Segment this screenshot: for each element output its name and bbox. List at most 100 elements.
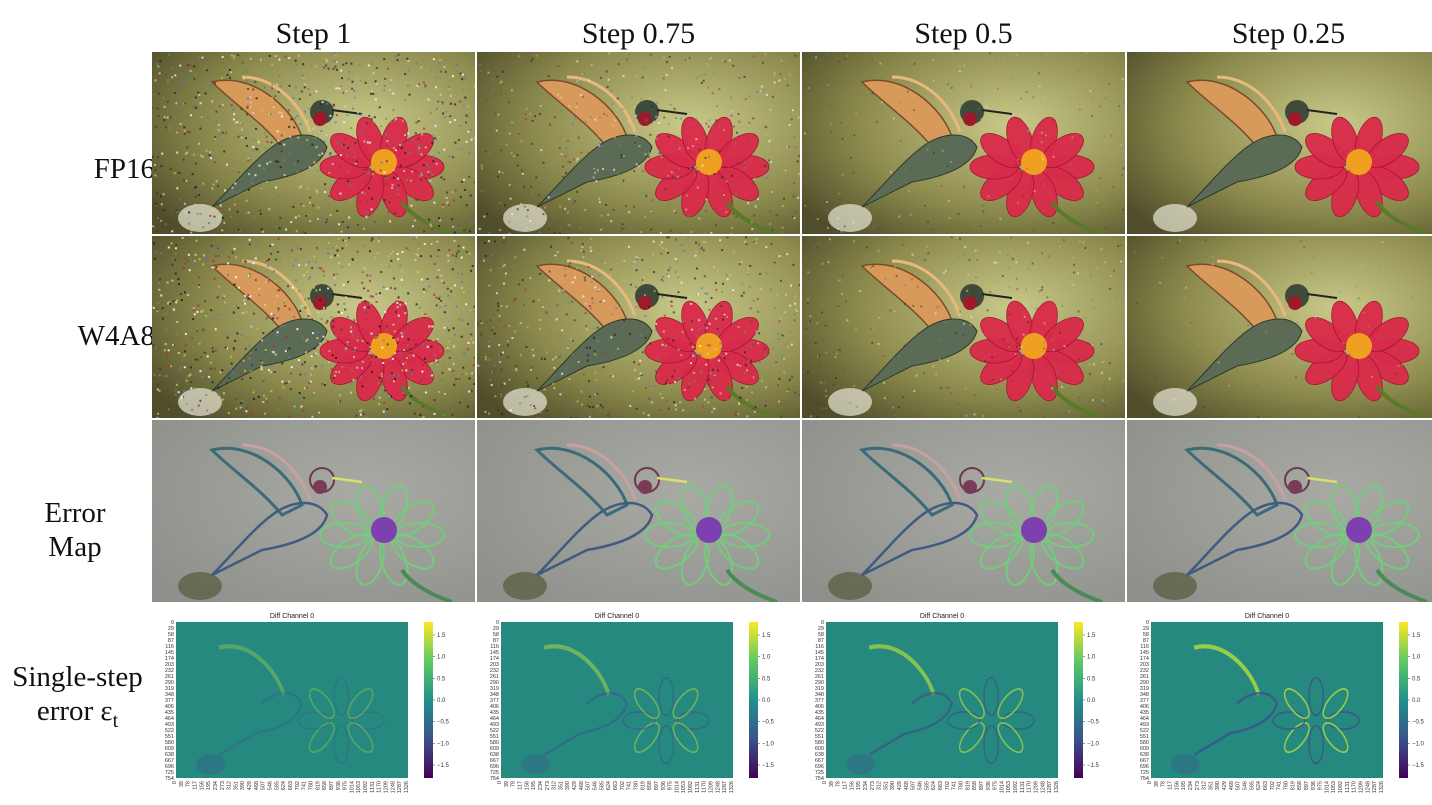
y-tick-label: 522 (815, 728, 824, 734)
x-tick-label: 1326 (729, 781, 735, 793)
colorbar-tick-label: 1.5 (437, 633, 446, 639)
y-tick-label: 551 (165, 734, 174, 740)
x-tick-label: 195 (531, 781, 537, 790)
colorbar (1074, 622, 1083, 778)
hummingbird-image (1127, 236, 1432, 418)
y-tick-label: 580 (815, 740, 824, 746)
x-tick-label: 390 (240, 781, 246, 790)
y-tick-label: 667 (490, 758, 499, 764)
x-tick-label: 351 (233, 781, 239, 790)
x-tick-label: 546 (918, 781, 924, 790)
heatmap-title: Diff Channel 0 (920, 613, 964, 620)
x-tick-label: 273 (220, 781, 226, 790)
x-tick-label: 819 (315, 781, 321, 790)
hummingbird-image (802, 420, 1125, 602)
y-tick-label: 232 (815, 668, 824, 674)
x-tick-label: 1170 (377, 781, 383, 793)
x-tick-label: 975 (668, 781, 674, 790)
x-tick-label: 351 (1208, 781, 1214, 790)
colorbar-tick-label: 0.0 (1087, 698, 1096, 704)
y-tick-label: 87 (493, 638, 499, 644)
x-tick-label: 858 (647, 781, 653, 790)
y-tick-label: 145 (1140, 650, 1149, 656)
column-header-step-1: Step 1 (275, 17, 352, 50)
tile-fp16-col2 (477, 52, 800, 234)
x-tick-label: 117 (1167, 781, 1173, 790)
y-tick-label: 29 (1143, 626, 1149, 632)
y-tick-label: 232 (1140, 668, 1149, 674)
x-tick-label: 585 (599, 781, 605, 790)
x-tick-label: 585 (274, 781, 280, 790)
x-tick-label: 585 (1249, 781, 1255, 790)
x-tick-label: 1092 (688, 781, 694, 793)
x-tick-label: 0 (1147, 781, 1153, 784)
tile-error-map-col1 (152, 420, 475, 602)
x-tick-label: 312 (877, 781, 883, 790)
y-tick-label: 29 (493, 626, 499, 632)
y-tick-label: 493 (1140, 722, 1149, 728)
x-tick-label: 156 (849, 781, 855, 790)
x-tick-label: 1248 (1040, 781, 1046, 793)
y-tick-label: 116 (1140, 644, 1149, 650)
row-label-fp16: FP16 (93, 153, 155, 185)
y-tick-label: 232 (165, 668, 174, 674)
y-tick-label: 116 (165, 644, 174, 650)
heatmap-svg: Diff Channel 002958871161451742032322612… (1140, 613, 1425, 793)
colorbar-tick-label: 1.0 (762, 655, 771, 661)
hummingbird-image (477, 420, 800, 602)
y-tick-label: 203 (165, 662, 174, 668)
y-tick-label: 116 (815, 644, 824, 650)
x-tick-label: 390 (565, 781, 571, 790)
x-tick-label: 1092 (1013, 781, 1019, 793)
x-tick-label: 117 (517, 781, 523, 790)
row-label-error-map-line2: Map (48, 531, 102, 563)
colorbar-tick-label: −1.5 (1087, 763, 1100, 769)
heatmap-feature-overlay (1171, 644, 1361, 775)
x-tick-label: 1287 (722, 781, 728, 793)
colorbar-tick-label: 1.0 (1412, 655, 1421, 661)
colorbar-tick-label: −1.0 (1412, 741, 1425, 747)
x-tick-label: 780 (1283, 781, 1289, 790)
y-tick-label: 58 (168, 632, 174, 638)
heatmap-feature-overlay (521, 644, 711, 775)
row-label-w4a8: W4A8 (77, 320, 155, 352)
x-tick-label: 78 (836, 781, 842, 787)
heatmap-title: Diff Channel 0 (1245, 613, 1289, 620)
heatmap-svg: Diff Channel 002958871161451742032322612… (490, 613, 775, 793)
x-tick-label: 819 (1290, 781, 1296, 790)
x-tick-label: 1326 (1379, 781, 1385, 793)
heatmap-col2: Diff Channel 0 0 29 58 87 116 145 174 203 232 261 2… (477, 609, 800, 795)
x-tick-label: 858 (972, 781, 978, 790)
colorbar-tick-label: 0.5 (437, 676, 446, 682)
x-tick-label: 936 (1311, 781, 1317, 790)
y-tick-label: 725 (1140, 770, 1149, 776)
x-tick-label: 39 (1154, 781, 1160, 787)
y-tick-label: 609 (165, 746, 174, 752)
y-tick-label: 377 (490, 698, 499, 704)
hummingbird-image (152, 236, 475, 418)
y-tick-label: 348 (490, 692, 499, 698)
heatmap-feature-overlay (196, 644, 386, 775)
y-tick-label: 725 (490, 770, 499, 776)
x-tick-label: 429 (897, 781, 903, 790)
x-tick-label: 1326 (1054, 781, 1060, 793)
x-tick-label: 273 (1195, 781, 1201, 790)
x-tick-label: 78 (186, 781, 192, 787)
x-tick-label: 195 (206, 781, 212, 790)
y-tick-label: 464 (165, 716, 174, 722)
x-tick-label: 1131 (695, 781, 701, 793)
hummingbird-image (152, 52, 475, 234)
x-tick-label: 1170 (1027, 781, 1033, 793)
y-tick-label: 290 (815, 680, 824, 686)
row-label-single-step-line1: Single-step (12, 661, 143, 693)
colorbar-tick-label: 0.5 (762, 676, 771, 682)
x-tick-label: 741 (952, 781, 958, 790)
x-tick-label: 1053 (1006, 781, 1012, 793)
x-tick-label: 1053 (356, 781, 362, 793)
x-tick-label: 1209 (384, 781, 390, 793)
x-tick-label: 468 (1229, 781, 1235, 790)
y-tick-label: 522 (1140, 728, 1149, 734)
tile-fp16-col4 (1127, 52, 1432, 234)
x-tick-label: 663 (938, 781, 944, 790)
